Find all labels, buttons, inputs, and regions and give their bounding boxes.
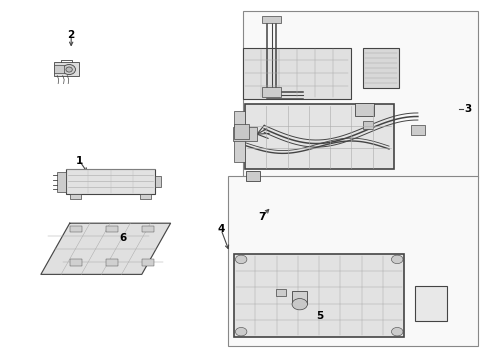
Text: 4: 4 (217, 224, 225, 234)
Text: 5: 5 (316, 311, 323, 321)
Text: 6: 6 (119, 233, 126, 243)
Bar (57, 172, 66, 192)
Circle shape (392, 328, 403, 336)
Ellipse shape (63, 64, 75, 75)
Bar (262, 86, 281, 97)
Bar (155, 176, 161, 187)
Bar (243, 11, 478, 178)
Bar (234, 123, 249, 139)
Bar (106, 226, 118, 232)
Polygon shape (41, 223, 171, 274)
Bar (363, 48, 399, 88)
Ellipse shape (66, 67, 73, 72)
Bar (106, 259, 118, 266)
Bar (66, 169, 155, 194)
Bar (140, 194, 151, 199)
Circle shape (292, 298, 307, 310)
Bar (276, 289, 286, 296)
Bar (70, 226, 82, 232)
Bar (142, 259, 154, 266)
Circle shape (392, 255, 403, 264)
Bar (234, 254, 404, 337)
Bar (70, 194, 81, 199)
Text: 2: 2 (68, 30, 75, 40)
Bar (292, 291, 307, 304)
Circle shape (235, 255, 247, 264)
Bar (142, 226, 154, 232)
Bar (363, 121, 373, 129)
Text: 7: 7 (258, 212, 266, 222)
Text: 3: 3 (465, 104, 472, 114)
Circle shape (235, 328, 247, 336)
Bar (70, 259, 82, 266)
Bar (246, 171, 260, 181)
Bar (243, 48, 351, 99)
Bar (262, 15, 281, 23)
Bar (355, 103, 374, 117)
Bar (53, 62, 79, 76)
Bar (416, 286, 447, 321)
Bar (228, 176, 478, 346)
Bar (233, 127, 257, 141)
Bar (234, 111, 245, 162)
Text: 1: 1 (76, 156, 83, 166)
Bar (411, 125, 425, 135)
Bar (245, 104, 394, 170)
Bar (53, 65, 64, 73)
